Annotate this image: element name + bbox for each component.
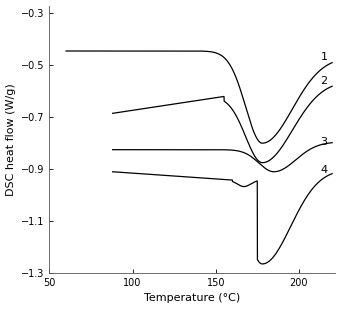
Text: 3: 3	[321, 137, 327, 147]
X-axis label: Temperature (°C): Temperature (°C)	[144, 294, 241, 303]
Text: 1: 1	[321, 52, 327, 62]
Text: 2: 2	[321, 76, 328, 86]
Text: 4: 4	[321, 165, 328, 175]
Y-axis label: DSC heat flow (W/g): DSC heat flow (W/g)	[5, 83, 16, 196]
